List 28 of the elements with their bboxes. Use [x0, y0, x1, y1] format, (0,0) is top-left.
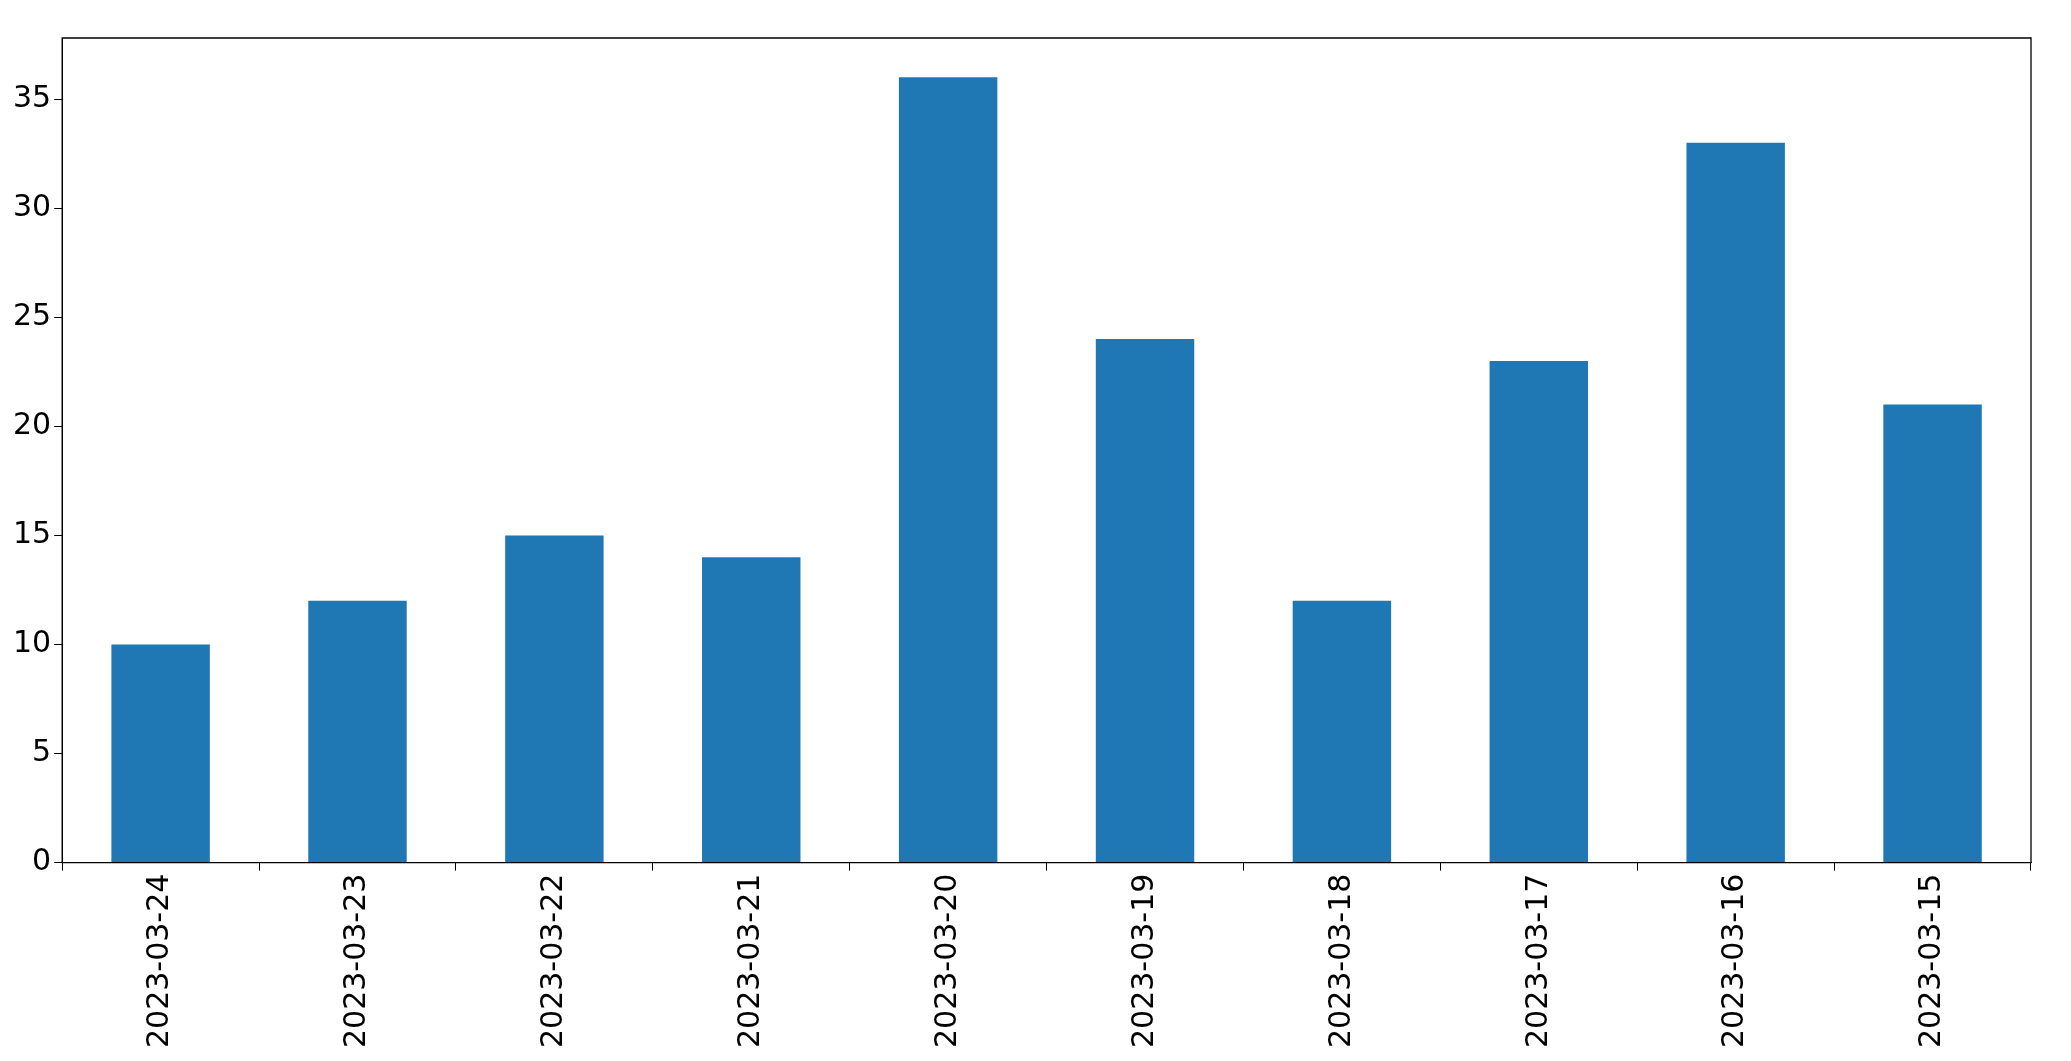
x-tick-label: 2023-03-16	[1715, 873, 1751, 1049]
bar	[1095, 339, 1195, 863]
bar	[111, 644, 210, 863]
y-tick-label: 5	[32, 733, 52, 769]
y-tick-label: 0	[32, 842, 52, 878]
bar	[1489, 360, 1589, 863]
bar	[1292, 600, 1392, 863]
bar	[1883, 404, 1982, 863]
x-tick-label: 2023-03-21	[731, 873, 767, 1049]
x-tick-label: 2023-03-15	[1912, 873, 1948, 1049]
bar	[505, 535, 604, 863]
bar	[898, 77, 998, 863]
bar	[1686, 142, 1785, 863]
y-tick-label: 10	[12, 624, 52, 660]
x-tick-label: 2023-03-20	[927, 873, 963, 1049]
x-tick-label: 2023-03-23	[337, 873, 373, 1049]
y-tick-label: 35	[12, 78, 52, 114]
y-tick-label: 25	[12, 297, 52, 333]
x-tick-label: 2023-03-19	[1124, 873, 1160, 1049]
y-tick-label: 20	[12, 406, 52, 442]
x-tick-label: 2023-03-18	[1321, 873, 1357, 1049]
x-tick-label: 2023-03-24	[140, 873, 176, 1049]
x-tick-label: 2023-03-22	[534, 873, 570, 1049]
x-tick-label: 2023-03-17	[1518, 873, 1554, 1049]
y-tick-label: 30	[12, 187, 52, 223]
y-tick-label: 15	[12, 515, 52, 551]
bar	[308, 600, 407, 863]
bar	[702, 557, 801, 863]
